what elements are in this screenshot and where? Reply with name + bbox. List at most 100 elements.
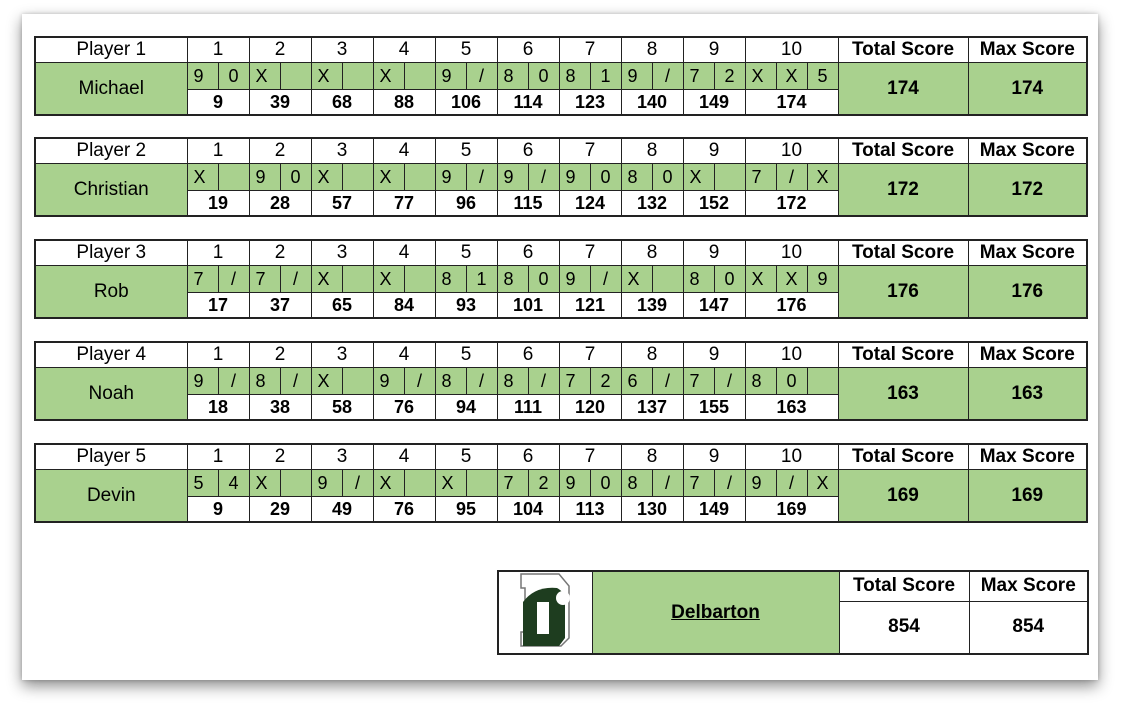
frame-number: 5 bbox=[434, 341, 498, 368]
frame-number: 1 bbox=[186, 239, 250, 266]
ball-mark: 8 bbox=[620, 469, 653, 497]
ball-mark: 7 bbox=[248, 265, 281, 293]
ball-mark: X bbox=[248, 62, 281, 90]
frame-number: 3 bbox=[310, 239, 374, 266]
frame-score: 137 bbox=[620, 394, 684, 421]
frame-number: 3 bbox=[310, 341, 374, 368]
frame-number: 4 bbox=[372, 341, 436, 368]
total-score: 174 bbox=[837, 62, 969, 116]
ball-mark: X bbox=[248, 469, 281, 497]
ball-mark: / bbox=[651, 367, 684, 395]
ball-mark: 9 bbox=[186, 62, 219, 90]
player-name: Michael bbox=[34, 62, 188, 116]
frame-score: 88 bbox=[372, 89, 436, 116]
frame-score: 65 bbox=[310, 292, 374, 319]
ball-mark: 4 bbox=[217, 469, 250, 497]
player-name: Noah bbox=[34, 367, 188, 421]
frame-score: 18 bbox=[186, 394, 250, 421]
ball-mark: 1 bbox=[589, 62, 622, 90]
team-max-score: 854 bbox=[968, 600, 1089, 655]
max-score-header: Max Score bbox=[967, 137, 1088, 164]
ball-mark: 8 bbox=[496, 367, 529, 395]
frame-score: 9 bbox=[186, 89, 250, 116]
frame-score: 123 bbox=[558, 89, 622, 116]
frame-number: 6 bbox=[496, 443, 560, 470]
ball-mark: X bbox=[775, 265, 808, 293]
frame-number: 2 bbox=[248, 137, 312, 164]
total-score-header: Total Score bbox=[837, 137, 969, 164]
frame-number: 8 bbox=[620, 36, 684, 63]
ball-mark: 0 bbox=[279, 163, 312, 191]
player-name: Devin bbox=[34, 469, 188, 523]
frame-score: 57 bbox=[310, 190, 374, 217]
frame-score: 84 bbox=[372, 292, 436, 319]
ball-mark: 9 bbox=[310, 469, 343, 497]
ball-mark: 7 bbox=[682, 469, 715, 497]
frame-score: 114 bbox=[496, 89, 560, 116]
frame-number: 6 bbox=[496, 36, 560, 63]
team-logo bbox=[497, 570, 593, 655]
ball-mark: / bbox=[279, 367, 312, 395]
ball-mark: X bbox=[310, 367, 343, 395]
player-name: Rob bbox=[34, 265, 188, 319]
frame-score: 176 bbox=[744, 292, 839, 319]
frame-score: 77 bbox=[372, 190, 436, 217]
frame-number: 10 bbox=[744, 36, 839, 63]
ball-mark bbox=[806, 367, 839, 395]
player-scoresheet: Player 3 1 2 3 4 5 6 7 8 9 10 Total Score Max Score R… bbox=[34, 239, 1088, 319]
frame-score: 58 bbox=[310, 394, 374, 421]
frame-number: 8 bbox=[620, 341, 684, 368]
frame-number: 6 bbox=[496, 137, 560, 164]
ball-mark: 8 bbox=[434, 265, 467, 293]
ball-mark: 0 bbox=[527, 265, 560, 293]
frame-number: 2 bbox=[248, 443, 312, 470]
ball-mark bbox=[217, 163, 250, 191]
ball-mark: 0 bbox=[217, 62, 250, 90]
frame-number: 4 bbox=[372, 239, 436, 266]
ball-mark bbox=[465, 469, 498, 497]
max-score-header: Max Score bbox=[967, 341, 1088, 368]
total-score-header: Total Score bbox=[837, 443, 969, 470]
ball-mark: / bbox=[341, 469, 374, 497]
max-score: 172 bbox=[967, 163, 1088, 217]
total-score: 176 bbox=[837, 265, 969, 319]
frame-score: 155 bbox=[682, 394, 746, 421]
frame-number: 10 bbox=[744, 341, 839, 368]
ball-mark: 0 bbox=[527, 62, 560, 90]
ball-mark: 9 bbox=[744, 469, 777, 497]
max-score: 174 bbox=[967, 62, 1088, 116]
ball-mark: X bbox=[310, 62, 343, 90]
team-summary: Delbarton Total Score Max Score 854 854 bbox=[497, 570, 1089, 655]
ball-mark: X bbox=[775, 62, 808, 90]
frame-score: 96 bbox=[434, 190, 498, 217]
ball-mark bbox=[341, 367, 374, 395]
frame-number: 1 bbox=[186, 341, 250, 368]
ball-mark: 7 bbox=[682, 367, 715, 395]
ball-mark: X bbox=[806, 469, 839, 497]
ball-mark: 7 bbox=[186, 265, 219, 293]
ball-mark: 8 bbox=[558, 62, 591, 90]
max-score: 163 bbox=[967, 367, 1088, 421]
frame-score: 101 bbox=[496, 292, 560, 319]
ball-mark: / bbox=[527, 367, 560, 395]
max-score-header: Max Score bbox=[967, 36, 1088, 63]
team-name: Delbarton bbox=[591, 570, 840, 655]
frame-score: 28 bbox=[248, 190, 312, 217]
ball-mark: X bbox=[744, 265, 777, 293]
frame-score: 29 bbox=[248, 496, 312, 523]
frame-score: 152 bbox=[682, 190, 746, 217]
ball-mark: 8 bbox=[744, 367, 777, 395]
frame-score: 124 bbox=[558, 190, 622, 217]
frame-number: 9 bbox=[682, 137, 746, 164]
ball-mark: 9 bbox=[186, 367, 219, 395]
ball-mark: 0 bbox=[713, 265, 746, 293]
ball-mark: 0 bbox=[775, 367, 808, 395]
ball-mark: 9 bbox=[496, 163, 529, 191]
frame-score: 94 bbox=[434, 394, 498, 421]
ball-mark: X bbox=[806, 163, 839, 191]
frame-score: 104 bbox=[496, 496, 560, 523]
frame-number: 5 bbox=[434, 36, 498, 63]
ball-mark: 9 bbox=[248, 163, 281, 191]
frame-score: 76 bbox=[372, 394, 436, 421]
ball-mark bbox=[279, 62, 312, 90]
